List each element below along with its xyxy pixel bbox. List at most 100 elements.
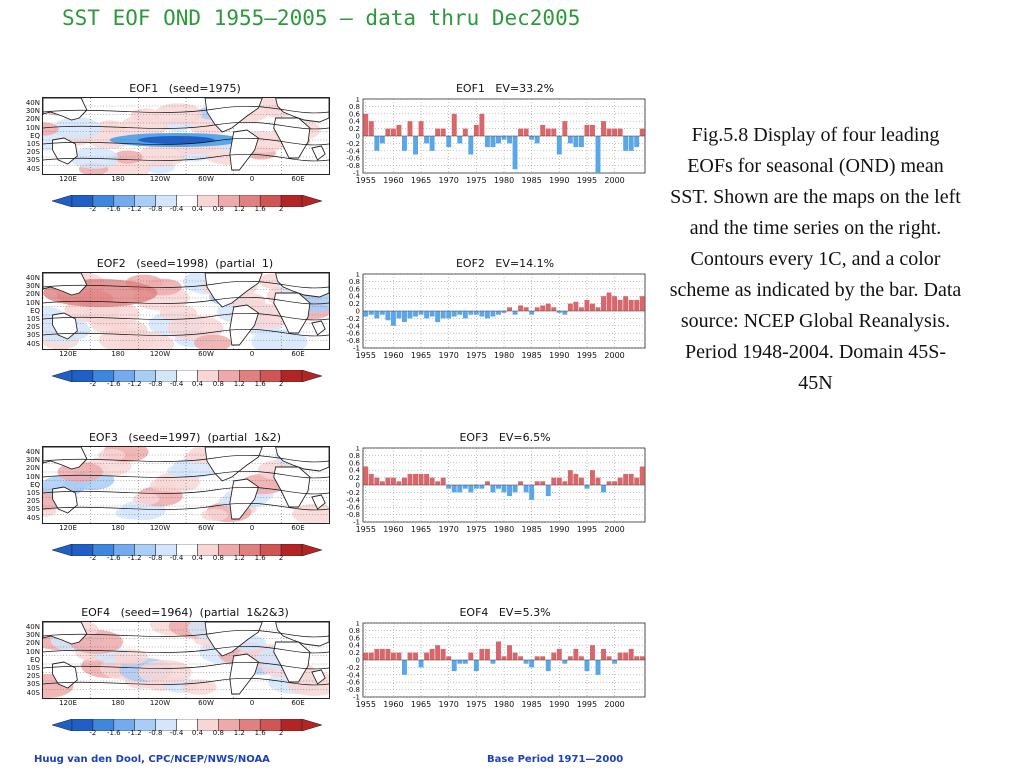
bar [606,481,612,485]
contour-line [43,503,329,511]
colorbar-label: -0.4 [169,554,184,562]
bar [584,485,590,489]
bar [473,660,479,672]
bar [446,656,452,660]
y-tick-label: -0.2 [346,664,360,672]
colorbar-label: -0.4 [169,205,184,213]
map-title: EOF4 (seed=1964) (partial 1&2&3) [81,606,289,619]
anomaly-shade [70,147,119,169]
author-credit: Huug van den Dool, CPC/NCEP/NWS/NOAA [34,754,270,765]
y-tick-label: 0.6 [349,634,361,642]
continent-outline [275,622,329,647]
bar [424,311,430,319]
latitude-label: 20N [25,464,40,473]
latitude-label: EQ [30,655,40,664]
colorbar-label: 2 [278,554,284,562]
continent-outline [275,447,329,472]
x-tick-label: 2000 [604,351,624,360]
latitude-label: 20S [26,497,40,506]
bar [435,311,441,323]
y-tick-label: -0.2 [346,315,360,323]
bar [556,648,562,660]
latitude-label: 30S [26,331,40,340]
y-tick-label: 0.2 [349,300,360,308]
bar [628,136,634,151]
colorbar-label: 1.6 [254,380,266,388]
longitude-label: 180 [111,524,125,532]
contour-line [43,122,329,130]
y-tick-label: 1 [356,272,360,279]
bar [479,113,485,136]
latitude-label: EQ [30,480,40,489]
bar [590,303,595,311]
bar [385,311,391,321]
bar [578,477,584,485]
y-tick-label: -0.6 [346,679,360,687]
bar [518,128,524,136]
latitude-label: 30N [25,282,40,291]
bar [623,136,629,151]
bar [484,136,490,148]
bar [518,656,524,660]
bar [440,311,446,319]
colorbar-label: 0.8 [212,729,224,737]
bar [584,660,590,672]
bar [457,136,463,144]
anomaly-shade [43,122,59,136]
page-title: SST EOF OND 1955—2005 — data thru Dec200… [62,6,581,30]
bar [468,311,474,315]
colorbar-label: 1.2 [233,205,245,213]
bar [435,128,441,136]
bar [496,136,501,144]
latitude-label: 20S [26,323,40,332]
bar [446,311,452,319]
bar [440,128,446,136]
anomaly-shade [138,660,192,684]
continent-outline [43,447,88,470]
bar [601,485,606,493]
y-tick-label: -0.8 [346,686,360,694]
longitude-label: 180 [111,175,125,183]
sst-map [42,272,330,350]
colorbar-arrow [301,718,323,732]
eof-panel: EOF2 (seed=1998) (partial 1) 40N 30N 20N 10N… [0,255,660,425]
longitude-label: 60E [291,699,305,707]
y-tick-label: -0.2 [346,489,360,497]
latitude-label: 30N [25,631,40,640]
continent-outline [229,653,259,695]
latitude-label: 30N [25,107,40,116]
map-title: EOF1 (seed=1975) [129,82,241,95]
colorbar-label: -1.6 [106,205,121,213]
sst-map [42,446,330,524]
y-tick-label: 0.4 [349,642,361,650]
latitude-label: 40S [26,164,40,173]
bar [490,485,496,493]
bar [451,660,457,672]
bar [424,652,430,660]
y-tick-label: 0.8 [349,627,360,635]
bar [601,121,606,136]
contour-line [43,662,329,670]
colorbar-arrow [51,543,73,557]
bar [540,481,546,485]
latitude-label: 40N [25,99,40,107]
latitude-label: 20N [25,639,40,648]
x-tick-label: 1960 [383,700,403,709]
timeseries-chart: 1 0.8 0.6 0.4 0.2 0 -0.2 -0.4 -0.6 -0.8 -1 1955 1960… [345,620,650,721]
colorbar-label: 2 [278,205,284,213]
map-title: EOF3 (seed=1997) (partial 1&2) [88,431,282,444]
bar [545,485,551,497]
bar [429,311,435,317]
bar [595,136,601,173]
x-tick-label: 1955 [356,700,376,709]
colorbar-label: 0.4 [191,729,204,737]
latitude-label: EQ [30,131,40,140]
bar [562,481,568,485]
continent-outline [311,145,326,161]
bar [418,311,424,315]
colorbar-label: 1.6 [254,554,266,562]
latitude-label: 40S [26,339,40,348]
bar [529,485,535,500]
latitude-label: 30S [26,156,40,165]
bar [534,307,540,311]
